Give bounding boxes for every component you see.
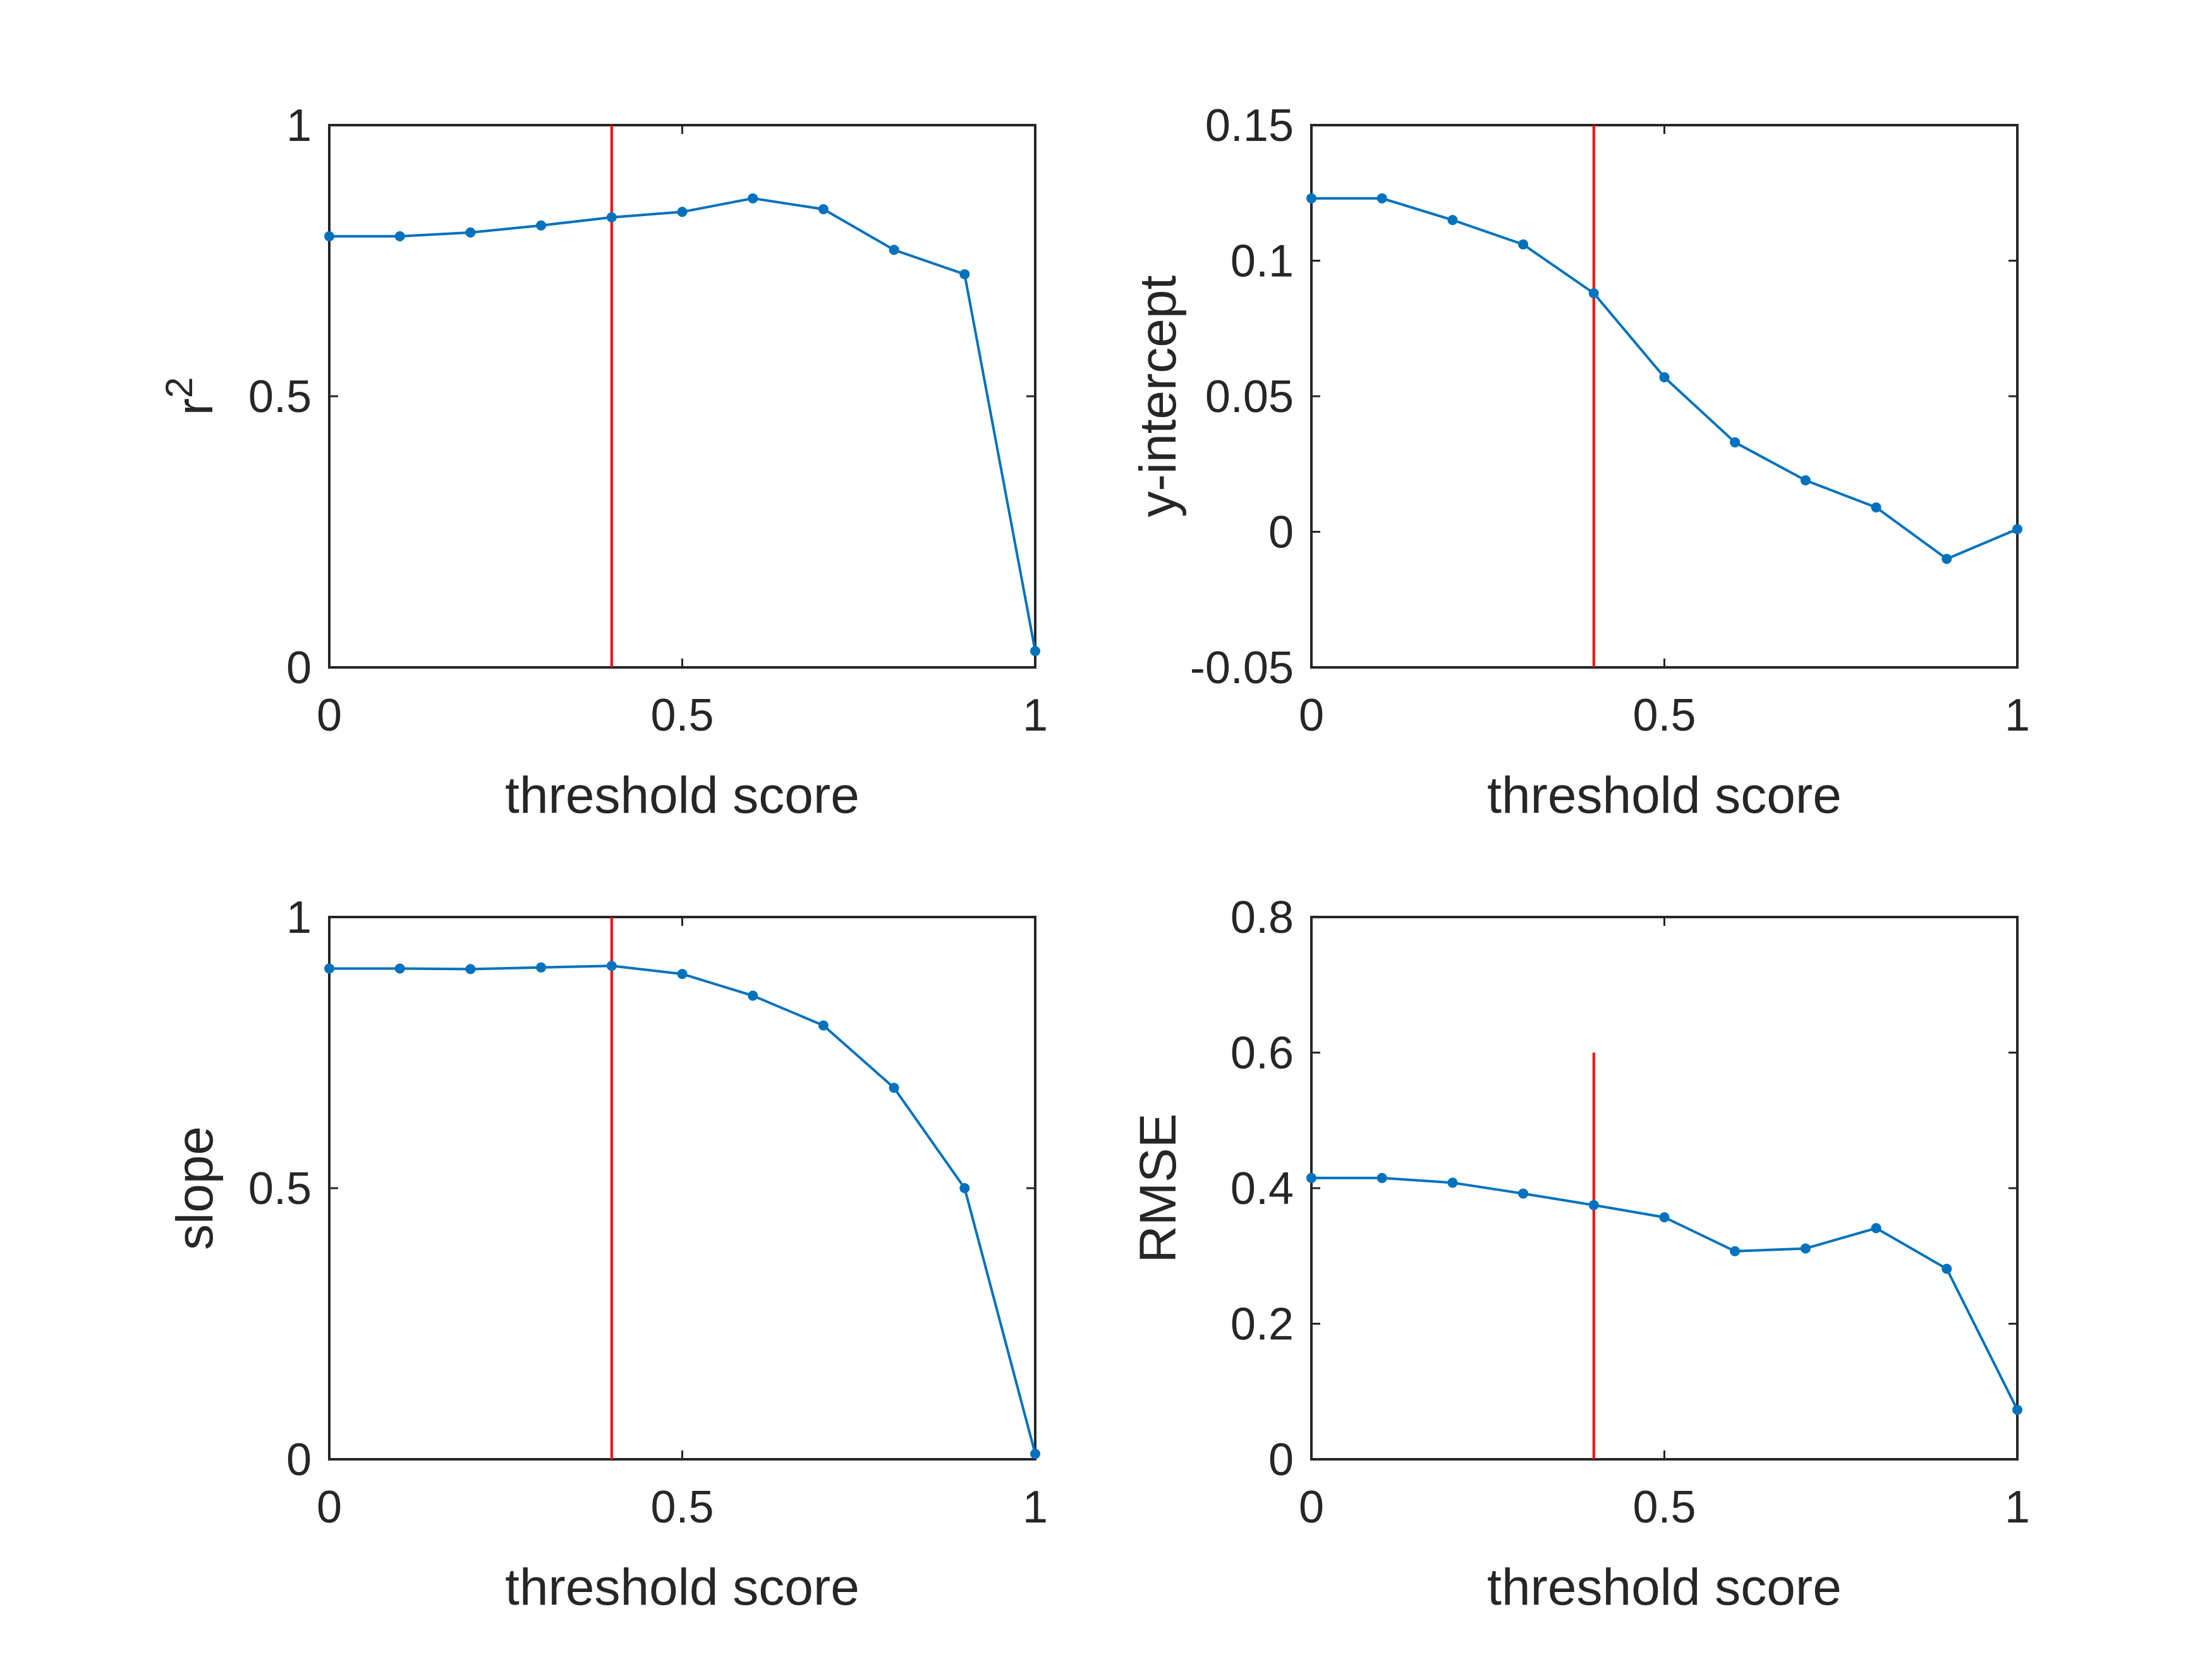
data-point: [1306, 1172, 1316, 1183]
data-point: [1447, 215, 1458, 226]
y-axis-label-text: y-intercept: [1129, 275, 1187, 517]
data-point: [1306, 193, 1316, 204]
y-tick-label: -0.05: [1190, 643, 1294, 693]
y-axis-label-text: r: [166, 398, 224, 415]
x-tick-label: 0.5: [1632, 690, 1696, 741]
y-tick-label: 0.05: [1205, 372, 1294, 422]
y-axis-label-text: slope: [166, 1126, 224, 1250]
x-tick-label: 0.5: [1632, 1482, 1696, 1533]
y-axis-label: r2: [158, 377, 224, 416]
x-tick-label: 0.5: [650, 690, 714, 741]
data-point: [748, 990, 758, 1001]
data-point: [1800, 475, 1811, 485]
data-point: [465, 227, 476, 238]
data-point: [1730, 1246, 1741, 1256]
x-tick-label: 0: [317, 690, 342, 741]
x-tick-label: 0: [1299, 690, 1324, 741]
data-point: [2012, 524, 2022, 535]
data-point: [677, 207, 688, 217]
y-tick-label: 0: [286, 1435, 312, 1485]
x-axis-label: threshold score: [505, 1559, 860, 1616]
y-tick-label: 1: [286, 100, 312, 151]
x-tick-label: 1: [1023, 690, 1048, 741]
data-point: [1800, 1243, 1811, 1254]
x-tick-label: 1: [2005, 1482, 2030, 1533]
y-tick-label: 0: [286, 643, 312, 693]
data-point: [1588, 1200, 1599, 1210]
y-axis-label-text: RMSE: [1129, 1114, 1187, 1263]
data-point: [818, 204, 829, 214]
subplot-rmse: 0 0.5 1 0 0.2 0.4 0.6 0.8 threshold score RMSE: [1129, 892, 2030, 1616]
data-point: [606, 212, 617, 222]
x-tick-label: 1: [2005, 690, 2030, 741]
data-point: [1730, 437, 1741, 447]
data-point: [1518, 1188, 1529, 1199]
x-tick-label: 1: [1023, 1482, 1048, 1533]
x-axis-label: threshold score: [1487, 1559, 1842, 1616]
data-point: [606, 961, 617, 971]
x-tick-label: 0: [1299, 1482, 1324, 1533]
data-point: [394, 231, 405, 241]
data-point: [1871, 1223, 1881, 1234]
axes-frame: [1310, 916, 2019, 1461]
y-axis-label-superscript: 2: [158, 377, 200, 398]
data-point: [1659, 372, 1670, 382]
data-point: [959, 1183, 970, 1193]
y-axis-label: RMSE: [1129, 1114, 1187, 1263]
data-point: [2012, 1404, 2022, 1415]
data-point: [1376, 1172, 1387, 1183]
data-point: [465, 964, 476, 975]
data-point: [1030, 1449, 1040, 1459]
data-point: [889, 1083, 899, 1093]
data-point: [959, 269, 970, 279]
data-point: [889, 245, 899, 255]
y-tick-label: 1: [286, 892, 312, 943]
y-axis-label: y-intercept: [1129, 275, 1187, 517]
y-tick-label: 0.5: [248, 372, 312, 422]
axes-frame: [1310, 124, 2019, 669]
x-tick-label: 0: [317, 1482, 342, 1533]
data-point: [677, 969, 688, 980]
y-tick-label: 0: [1268, 507, 1294, 558]
x-axis-label: threshold score: [1487, 767, 1842, 824]
y-tick-label: 0.8: [1231, 892, 1294, 943]
y-tick-label: 0.1: [1231, 236, 1294, 287]
data-point: [1518, 239, 1529, 250]
data-point: [1447, 1177, 1458, 1188]
subplot-r2: 0 0.5 1 0 0.5 1 threshold score r2: [158, 100, 1048, 824]
data-point: [324, 231, 334, 241]
y-tick-label: 0.6: [1231, 1028, 1294, 1079]
data-point: [1659, 1212, 1670, 1223]
y-tick-label: 0: [1268, 1435, 1294, 1485]
data-point: [1942, 1263, 1952, 1274]
data-point: [1942, 554, 1952, 564]
y-tick-label: 0.2: [1231, 1299, 1294, 1350]
y-tick-label: 0.4: [1231, 1164, 1294, 1214]
axes-frame: [328, 124, 1036, 669]
y-tick-label: 0.5: [248, 1164, 312, 1214]
data-point: [536, 220, 547, 231]
axes-frame: [328, 916, 1036, 1461]
data-point: [394, 963, 405, 974]
y-axis-label: slope: [166, 1126, 224, 1250]
x-tick-label: 0.5: [650, 1482, 714, 1533]
x-axis-label: threshold score: [505, 767, 860, 824]
data-point: [748, 193, 758, 204]
data-point: [1871, 502, 1881, 513]
subplot-slope: 0 0.5 1 0 0.5 1 threshold score slope: [166, 892, 1048, 1616]
y-tick-label: 0.15: [1205, 100, 1294, 151]
data-point: [1376, 193, 1387, 204]
data-point: [818, 1020, 829, 1031]
data-point: [536, 962, 547, 973]
data-point: [324, 963, 334, 974]
data-point: [1030, 646, 1040, 657]
data-point: [1588, 288, 1599, 298]
